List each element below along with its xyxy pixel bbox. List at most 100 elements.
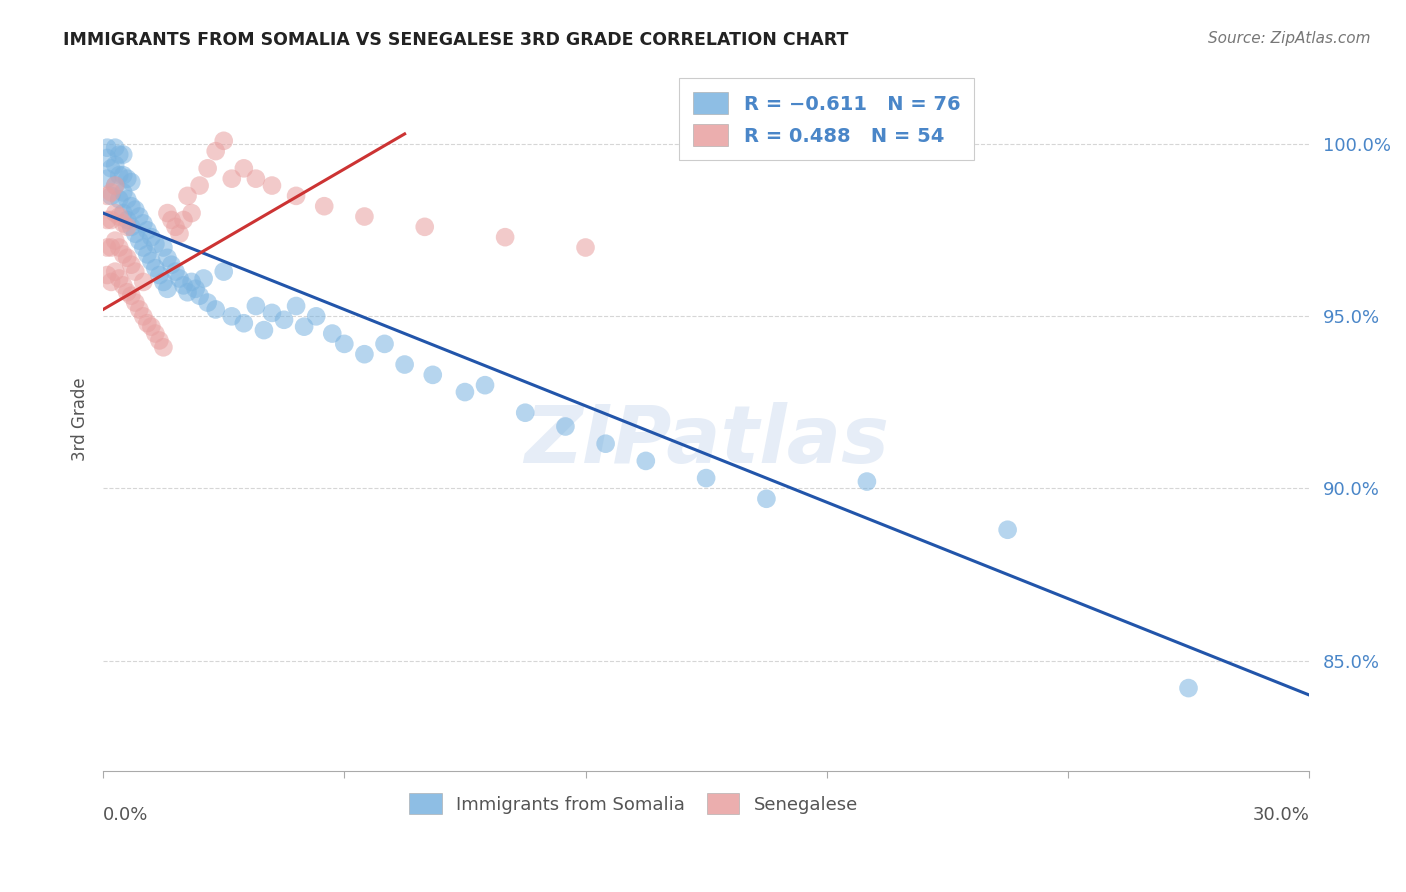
Text: ZIPatlas: ZIPatlas xyxy=(523,401,889,480)
Point xyxy=(112,206,135,220)
Point xyxy=(494,230,516,244)
Point xyxy=(253,323,276,337)
Point xyxy=(292,319,315,334)
Point xyxy=(152,340,174,354)
Point xyxy=(104,234,127,248)
Point xyxy=(100,240,122,254)
Point xyxy=(136,223,159,237)
Point xyxy=(108,210,131,224)
Point xyxy=(165,219,187,234)
Point xyxy=(474,378,496,392)
Point xyxy=(108,147,131,161)
Point xyxy=(108,240,131,254)
Point xyxy=(554,419,576,434)
Point xyxy=(695,471,717,485)
Point xyxy=(212,134,235,148)
Text: 0.0%: 0.0% xyxy=(103,806,149,824)
Point xyxy=(104,206,127,220)
Point xyxy=(180,206,202,220)
Point xyxy=(108,168,131,182)
Point xyxy=(96,171,118,186)
Point xyxy=(96,141,118,155)
Point xyxy=(353,210,375,224)
Point xyxy=(124,264,146,278)
Point xyxy=(120,199,142,213)
Text: 30.0%: 30.0% xyxy=(1253,806,1309,824)
Point xyxy=(188,288,211,302)
Point xyxy=(595,436,617,450)
Point xyxy=(96,189,118,203)
Point xyxy=(333,337,356,351)
Point xyxy=(120,258,142,272)
Point xyxy=(117,171,139,186)
Point xyxy=(373,337,395,351)
Point xyxy=(197,161,219,176)
Point xyxy=(193,271,215,285)
Point xyxy=(120,219,142,234)
Text: Source: ZipAtlas.com: Source: ZipAtlas.com xyxy=(1208,31,1371,46)
Point xyxy=(755,491,778,506)
Point xyxy=(112,247,135,261)
Point xyxy=(515,406,537,420)
Point xyxy=(422,368,444,382)
Point xyxy=(156,282,179,296)
Point xyxy=(634,454,657,468)
Point xyxy=(117,219,139,234)
Point xyxy=(117,213,139,227)
Point xyxy=(285,189,308,203)
Point xyxy=(112,278,135,293)
Point xyxy=(260,178,283,193)
Point xyxy=(124,295,146,310)
Point xyxy=(124,202,146,217)
Point xyxy=(856,475,879,489)
Point xyxy=(221,171,243,186)
Point xyxy=(100,189,122,203)
Point xyxy=(100,186,122,200)
Point xyxy=(197,295,219,310)
Point xyxy=(321,326,343,341)
Point xyxy=(176,285,198,300)
Point xyxy=(136,316,159,330)
Point xyxy=(152,240,174,254)
Point xyxy=(145,261,167,276)
Point xyxy=(96,240,118,254)
Point xyxy=(120,175,142,189)
Point xyxy=(314,199,336,213)
Point xyxy=(96,151,118,165)
Text: IMMIGRANTS FROM SOMALIA VS SENEGALESE 3RD GRADE CORRELATION CHART: IMMIGRANTS FROM SOMALIA VS SENEGALESE 3R… xyxy=(63,31,849,49)
Point xyxy=(120,288,142,302)
Point xyxy=(413,219,436,234)
Point xyxy=(353,347,375,361)
Point xyxy=(117,251,139,265)
Point xyxy=(574,240,596,254)
Point xyxy=(204,302,226,317)
Point xyxy=(132,216,155,230)
Point xyxy=(112,147,135,161)
Legend: Immigrants from Somalia, Senegalese: Immigrants from Somalia, Senegalese xyxy=(398,782,869,825)
Point xyxy=(221,310,243,324)
Point xyxy=(394,358,416,372)
Point xyxy=(454,385,477,400)
Point xyxy=(156,206,179,220)
Point xyxy=(260,306,283,320)
Point xyxy=(132,240,155,254)
Point xyxy=(232,316,254,330)
Point xyxy=(173,278,195,293)
Point xyxy=(156,251,179,265)
Point xyxy=(128,210,150,224)
Point xyxy=(112,168,135,182)
Point xyxy=(273,313,295,327)
Point xyxy=(117,192,139,206)
Point xyxy=(100,213,122,227)
Point xyxy=(997,523,1019,537)
Point xyxy=(305,310,328,324)
Point xyxy=(245,171,267,186)
Point xyxy=(173,213,195,227)
Point xyxy=(108,192,131,206)
Point xyxy=(180,275,202,289)
Point xyxy=(188,178,211,193)
Point xyxy=(160,258,183,272)
Point xyxy=(141,254,163,268)
Point xyxy=(104,158,127,172)
Point xyxy=(124,227,146,241)
